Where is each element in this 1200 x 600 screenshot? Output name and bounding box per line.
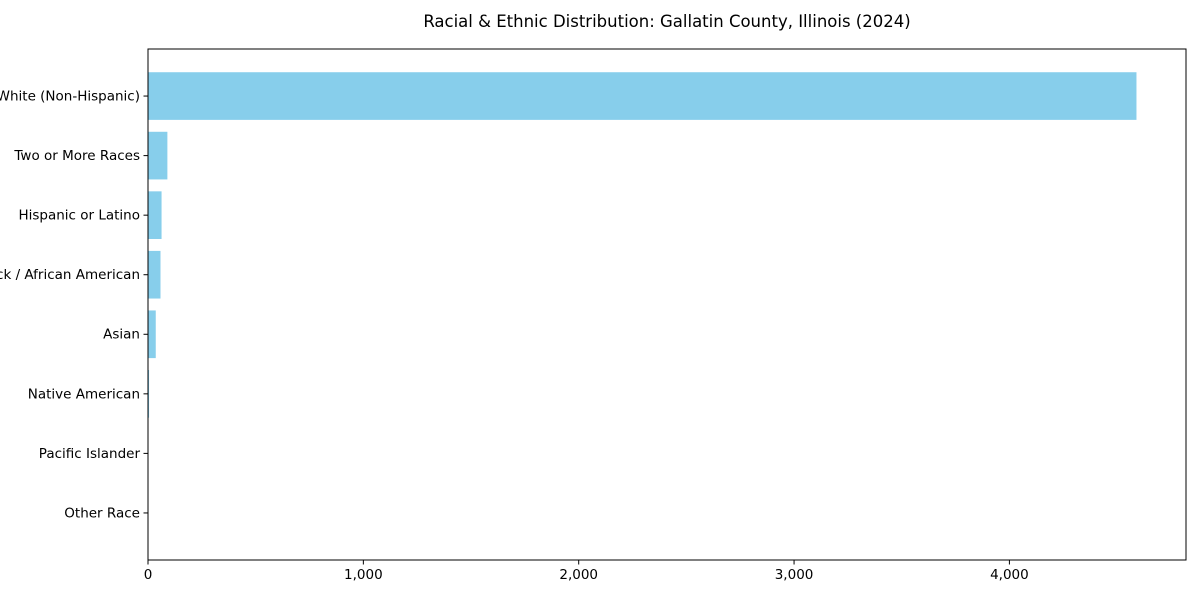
x-tick-label: 1,000 bbox=[344, 567, 383, 583]
bar-asian bbox=[148, 310, 156, 359]
bar-white-non-hispanic bbox=[148, 72, 1137, 120]
y-tick-label-two-or-more-races: Two or More Races bbox=[13, 148, 140, 164]
plot-border bbox=[147, 48, 1187, 561]
y-tick-label-pacific-islander: Pacific Islander bbox=[39, 446, 141, 462]
y-tick-label-white-non-hispanic: White (Non-Hispanic) bbox=[0, 89, 140, 105]
x-tick-label: 3,000 bbox=[775, 567, 814, 583]
bar-hispanic-or-latino bbox=[148, 191, 162, 239]
x-tick-label: 0 bbox=[144, 567, 153, 583]
chart-title: Racial & Ethnic Distribution: Gallatin C… bbox=[423, 12, 911, 31]
y-tick-label-asian: Asian bbox=[103, 327, 140, 343]
y-tick-label-other-race: Other Race bbox=[64, 505, 140, 521]
bar-two-or-more-races bbox=[148, 131, 168, 180]
x-tick-label: 2,000 bbox=[559, 567, 598, 583]
y-tick-label-native-american: Native American bbox=[28, 386, 140, 402]
bar-black-african-american bbox=[148, 250, 161, 299]
bar-native-american bbox=[148, 370, 150, 418]
y-tick-label-hispanic-or-latino: Hispanic or Latino bbox=[18, 208, 140, 224]
x-tick-label: 4,000 bbox=[990, 567, 1029, 583]
y-tick-label-black-african-american: Black / African American bbox=[0, 267, 140, 283]
